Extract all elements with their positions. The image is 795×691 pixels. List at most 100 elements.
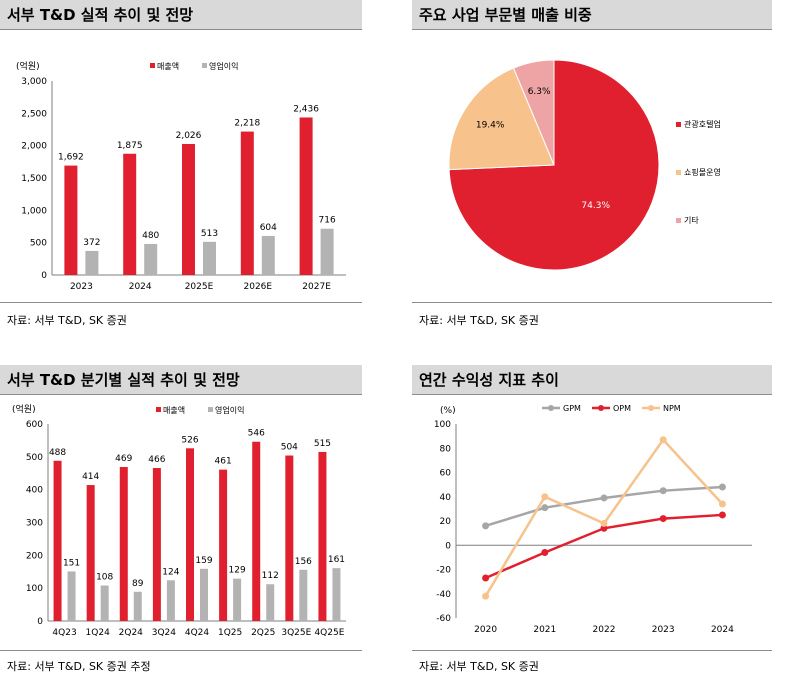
y-tick-label: 1,000 [21,206,47,216]
revenue-bar [53,460,62,621]
op-profit-data-label: 156 [295,557,312,567]
y-tick-label: 500 [30,239,47,249]
y-tick-label: -40 [436,590,451,600]
revenue-data-label: 526 [181,435,198,445]
pie-legend-swatch [676,170,681,175]
op-profit-data-label: 372 [83,238,100,248]
revenue-data-label: 2,218 [234,119,260,129]
pie-legend-label: 기타 [684,216,699,225]
op-profit-bar [332,568,341,621]
legend-marker-npm [648,405,654,411]
op-profit-bar [203,241,216,275]
op-profit-bar [67,571,76,621]
legend-label-0: 매출액 [163,405,185,415]
revenue-bar [240,131,254,275]
op-profit-bar [133,591,142,621]
series-point-npm [659,436,667,444]
series-point-npm [482,592,490,600]
series-point-gpm [600,494,608,502]
annual-chart-title: 서부 T&D 실적 추이 및 전망 [0,0,362,30]
revenue-bar [123,153,137,275]
legend-label-npm: NPM [663,404,681,413]
revenue-bar [299,117,313,275]
y-tick-label: 20 [440,517,452,527]
revenue-bar [252,441,261,621]
pie-slice-label: 6.3% [528,87,551,97]
y-axis-unit: (억원) [12,403,36,415]
segment-chart-panel: 주요 사업 부문별 매출 비중 74.3% 19.4% 6.3% 관광호텔업 쇼핑몰운영… [412,0,772,340]
op-profit-data-label: 129 [229,566,246,576]
y-tick-label: 2,000 [21,142,47,152]
pie-slice [512,59,555,166]
quarterly-source-divider [0,650,362,651]
legend-marker-gpm [548,405,554,411]
annual-source-note: 자료: 서부 T&D, SK 증권 [7,314,127,327]
legend-swatch-1 [202,63,207,68]
series-point-gpm [659,487,667,495]
series-point-npm [718,500,726,508]
y-tick-label: 100 [26,584,43,594]
series-point-gpm [718,483,726,491]
op-profit-data-label: 513 [201,229,218,239]
x-tick-label: 2025E [185,282,214,292]
margin-line-chart: (%) -60 -40 -20 0 20 40 60 80 100 2020 2021 2022 2023… [434,404,752,635]
y-tick-label: 400 [26,486,43,496]
y-tick-label: -20 [436,566,451,576]
annual-chart-panel: 서부 T&D 실적 추이 및 전망 (억원) 매출액 영업이익 0 500 1,000 1,… [0,0,362,340]
y-tick-label: 60 [440,469,452,479]
op-profit-data-label: 159 [195,556,212,566]
legend-label-0: 매출액 [157,61,179,71]
revenue-data-label: 504 [281,443,298,453]
series-point-opm [600,524,608,532]
legend-swatch-0 [156,407,161,412]
revenue-bar [182,143,195,275]
revenue-bar [64,165,78,275]
x-tick-label: 2021 [533,625,556,635]
annual-source-divider [0,302,362,303]
op-profit-data-label: 112 [262,571,279,581]
revenue-bar [186,448,194,621]
x-tick-label: 2Q25 [251,628,275,638]
op-profit-bar [144,243,158,275]
legend-label-gpm: GPM [563,404,581,413]
margin-source-divider [412,650,772,651]
series-point-npm [600,519,608,527]
margin-chart-panel: 연간 수익성 지표 추이 (%) -60 -40 -20 0 20 40 60 80 100 202… [412,365,772,691]
quarterly-source-note: 자료: 서부 T&D, SK 증권 추정 [7,660,151,673]
op-profit-data-label: 716 [319,216,336,226]
y-tick-label: 3,000 [21,77,47,87]
x-tick-label: 2024 [711,625,734,635]
op-profit-bar [200,568,208,621]
op-profit-data-label: 108 [96,573,113,583]
margin-source-note: 자료: 서부 T&D, SK 증권 [419,660,539,673]
revenue-data-label: 1,875 [117,141,143,151]
pie-slice [448,67,555,171]
x-tick-label: 2022 [593,625,616,635]
x-tick-label: 2027E [302,282,331,292]
y-tick-label: 40 [440,493,452,503]
x-tick-label: 2Q24 [119,628,144,638]
op-profit-bar [100,585,109,621]
quarterly-bar-chart: (억원) 매출액 영업이익 0 100 200 300 400 500 600 488 151 4Q23… [12,403,346,638]
pie-slice-label: 74.3% [581,201,610,211]
segment-chart-title: 주요 사업 부문별 매출 비중 [412,0,772,30]
x-tick-label: 4Q25E [314,628,344,638]
quarterly-chart-panel: 서부 T&D 분기별 실적 추이 및 전망 (억원) 매출액 영업이익 0 100 200… [0,365,362,691]
y-tick-label: 2,500 [21,109,47,119]
y-tick-label: 80 [440,444,452,454]
y-tick-label: 500 [26,453,43,463]
op-profit-data-label: 151 [63,558,80,568]
op-profit-data-label: 604 [260,223,277,233]
legend-swatch-0 [150,63,155,68]
op-profit-bar [299,569,308,621]
pie-legend-swatch [676,218,681,223]
revenue-bar [318,451,327,621]
x-tick-label: 4Q24 [185,628,210,638]
op-profit-bar [233,578,242,621]
revenue-bar [219,469,228,621]
margin-chart-title: 연간 수익성 지표 추이 [412,365,772,395]
y-tick-label: 300 [26,519,43,529]
revenue-data-label: 466 [148,455,165,465]
y-axis-unit: (억원) [16,60,40,72]
revenue-bar [119,467,128,621]
